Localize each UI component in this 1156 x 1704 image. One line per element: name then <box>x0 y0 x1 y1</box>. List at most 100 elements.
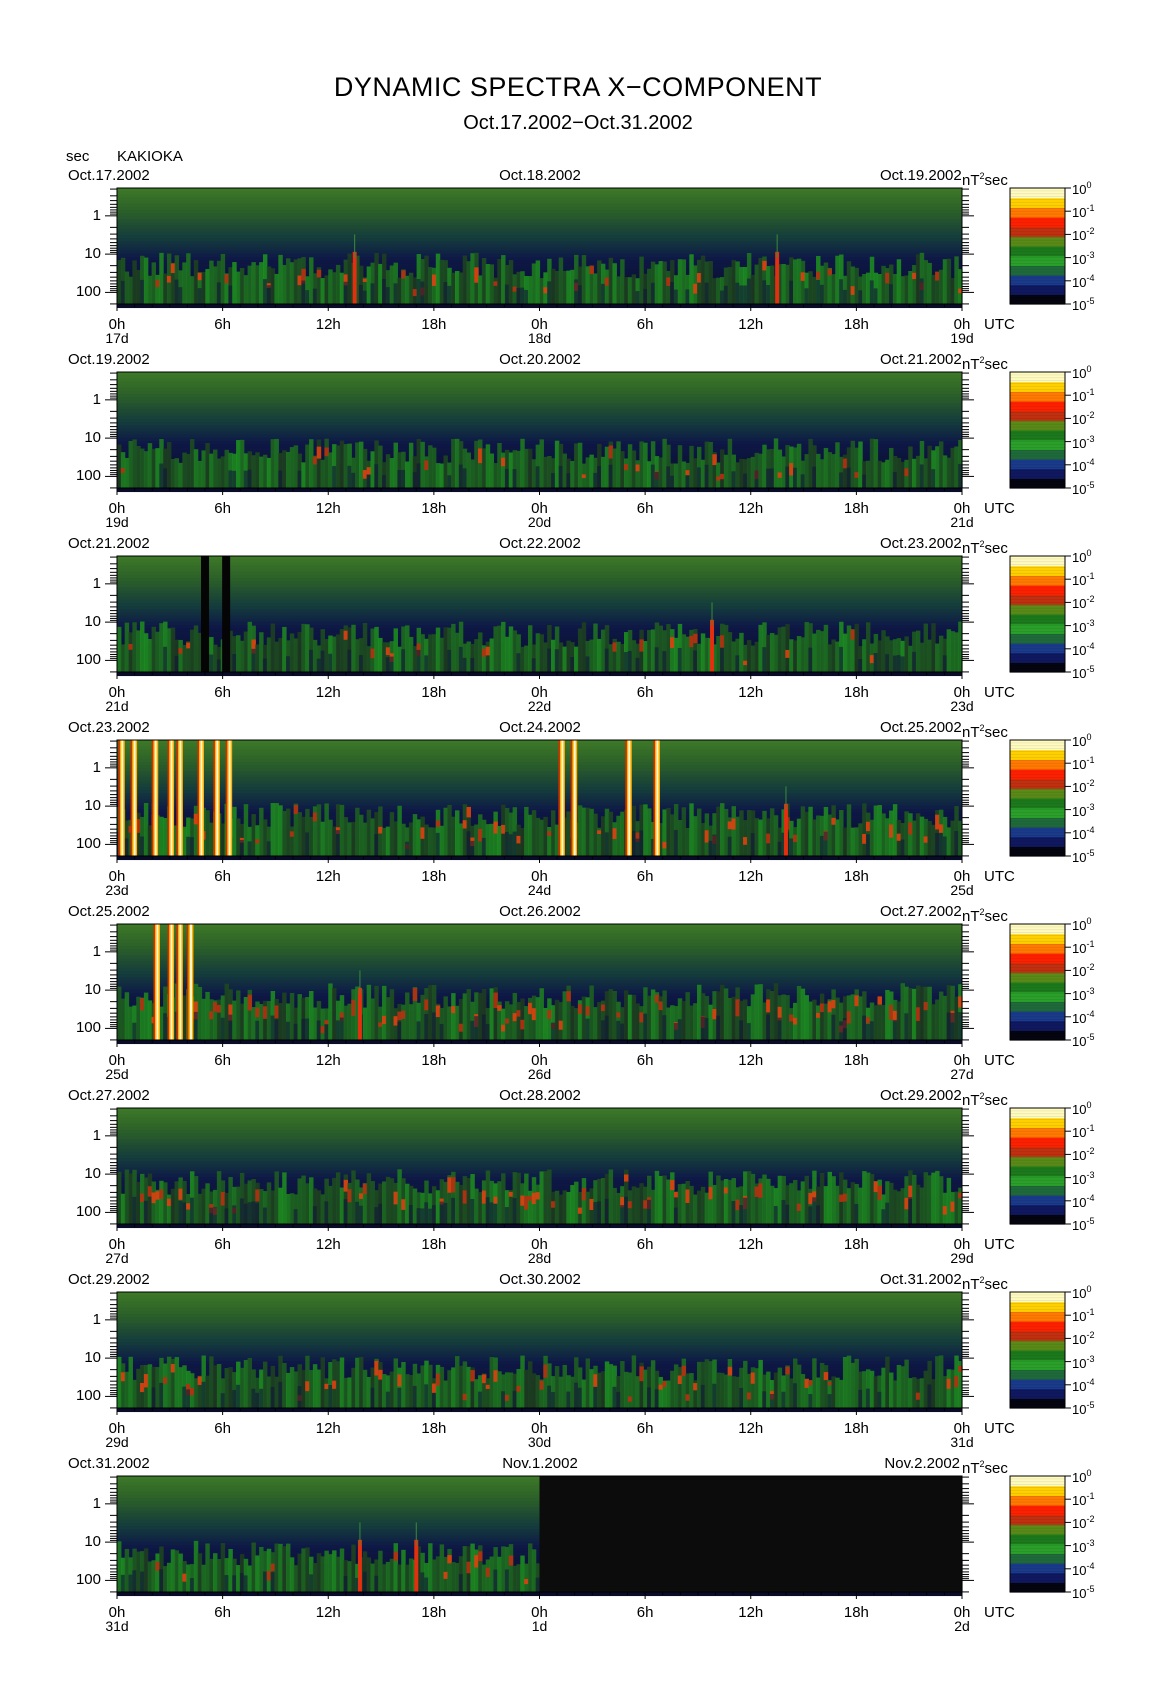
colorbar-tick-label: 100 <box>1072 364 1092 381</box>
colorbar-tick-label: 10-3 <box>1072 617 1095 635</box>
y-tick-label: 100 <box>75 1571 101 1589</box>
x-tick-label: 6h <box>636 316 654 333</box>
panel-end-date: Oct.31.2002 <box>880 1271 962 1288</box>
colorbar-tick-label: 100 <box>1072 1468 1092 1485</box>
colorbar-tick-label: 10-5 <box>1072 848 1095 865</box>
colorbar-tick-label: 10-4 <box>1072 272 1095 290</box>
y-tick-label: 1 <box>92 206 101 224</box>
x-tick-label: 6h <box>214 1604 231 1621</box>
x-tick-label: 0h <box>531 868 548 885</box>
x-tick-label: 12h <box>315 868 341 885</box>
chart-title: DYNAMIC SPECTRA X−COMPONENT <box>333 72 823 102</box>
colorbar <box>1009 1291 1071 1409</box>
x-tick-label: 6h <box>636 868 654 885</box>
colorbar-tick-label: 10-3 <box>1072 1169 1095 1187</box>
panel-mid-date: Oct.18.2002 <box>499 167 581 184</box>
colorbar-tick-label: 10-3 <box>1072 985 1095 1003</box>
x-tick-label: 18h <box>421 500 447 517</box>
day-label: 29d <box>950 1250 974 1266</box>
x-tick-label: 0h <box>953 1604 971 1621</box>
colorbar-tick-label: 10-4 <box>1072 640 1095 658</box>
x-tick-label: 0h <box>108 1604 126 1621</box>
y-tick-label: 10 <box>84 1349 101 1367</box>
colorbar-tick-label: 10-1 <box>1072 1307 1095 1325</box>
utc-label: UTC <box>984 1420 1015 1437</box>
panel-start-date: Oct.27.2002 <box>68 1087 150 1104</box>
panel-mid-date: Oct.26.2002 <box>499 903 581 920</box>
colorbar-tick-label: 100 <box>1072 916 1092 933</box>
colorbar-tick-label: 10-5 <box>1072 1216 1095 1233</box>
x-tick-label: 12h <box>738 1604 764 1621</box>
y-ticks <box>105 188 974 305</box>
x-tick-label: 0h <box>531 1420 548 1437</box>
event-burst-1 <box>414 1539 419 1592</box>
day-label: 29d <box>105 1434 129 1450</box>
colorbar-tick-label: 10-4 <box>1072 1192 1095 1210</box>
panel-end-date: Oct.19.2002 <box>880 167 962 184</box>
panel-start-date: Oct.31.2002 <box>68 1455 150 1472</box>
utc-label: UTC <box>984 500 1015 517</box>
day-label: 27d <box>950 1066 974 1082</box>
spectrum-panel-5: Oct.25.2002 Oct.26.2002 Oct.27.2002 nT2sec 1… <box>0 904 1156 1087</box>
spectrum-plot-8 <box>105 1475 1071 1599</box>
x-tick-label: 12h <box>315 1604 341 1621</box>
spectrum-panel-3: Oct.21.2002 Oct.22.2002 Oct.23.2002 nT2sec 1… <box>0 536 1156 719</box>
panel-start-date: Oct.25.2002 <box>68 903 150 920</box>
x-tick-label: 0h <box>108 316 126 333</box>
colorbar <box>1009 923 1071 1041</box>
x-tick-label: 12h <box>738 684 764 701</box>
x-tick-label: 12h <box>738 1420 764 1437</box>
y-tick-label: 10 <box>84 613 101 631</box>
x-ticks <box>116 1040 963 1047</box>
day-label: 2d <box>954 1618 970 1634</box>
y-tick-label: 1 <box>92 758 101 776</box>
colorbar-tick-label: 10-2 <box>1072 594 1095 612</box>
x-ticks <box>116 1224 963 1231</box>
colorbar-unit-label: nT2sec <box>962 1275 1008 1293</box>
y-tick-label: 100 <box>75 467 101 485</box>
activity-band <box>117 252 963 304</box>
panel-start-date: Oct.21.2002 <box>68 535 150 552</box>
spectrum-plot-3 <box>105 555 1071 679</box>
activity-band <box>117 1355 963 1408</box>
spectrum-panel-6: Oct.27.2002 Oct.28.2002 Oct.29.2002 nT2sec 1… <box>0 1088 1156 1271</box>
x-tick-label: 12h <box>738 868 764 885</box>
day-label: 25d <box>950 882 974 898</box>
x-tick-label: 12h <box>315 316 341 333</box>
x-tick-label: 12h <box>315 1052 341 1069</box>
x-tick-label: 18h <box>843 868 869 885</box>
y-tick-label: 1 <box>92 390 101 408</box>
panel-mid-date: Oct.20.2002 <box>499 351 581 368</box>
activity-band <box>117 438 963 488</box>
panel-end-date: Oct.29.2002 <box>880 1087 962 1104</box>
colorbar-tick-label: 10-5 <box>1072 296 1095 313</box>
spectrum-plot-2 <box>105 371 1071 495</box>
x-tick-label: 0h <box>953 500 971 517</box>
x-tick-label: 0h <box>108 1236 126 1253</box>
y-tick-label: 10 <box>84 429 101 447</box>
panel-start-date: Oct.17.2002 <box>68 167 150 184</box>
utc-label: UTC <box>984 684 1015 701</box>
x-tick-label: 0h <box>953 1420 971 1437</box>
x-tick-label: 6h <box>214 1052 231 1069</box>
x-tick-label: 12h <box>315 684 341 701</box>
event-burst-4 <box>357 987 362 1040</box>
x-ticks <box>116 672 963 679</box>
y-tick-label: 1 <box>92 1310 101 1328</box>
panel-start-date: Oct.23.2002 <box>68 719 150 736</box>
spectrum-plot-1 <box>105 187 1071 311</box>
y-tick-label: 1 <box>92 1126 101 1144</box>
day-label: 21d <box>105 698 129 714</box>
station-label: KAKIOKA <box>117 148 183 165</box>
x-tick-label: 6h <box>636 1052 654 1069</box>
x-tick-label: 0h <box>108 1420 126 1437</box>
y-ticks <box>105 372 974 489</box>
x-tick-label: 12h <box>738 316 764 333</box>
colorbar <box>1009 1107 1071 1225</box>
x-ticks <box>116 304 963 311</box>
spectrum-panel-1: Oct.17.2002 Oct.18.2002 Oct.19.2002 nT2sec 1… <box>0 168 1156 351</box>
x-tick-label: 0h <box>531 1604 548 1621</box>
day-label: 27d <box>105 1250 129 1266</box>
y-tick-label: 10 <box>84 1165 101 1183</box>
